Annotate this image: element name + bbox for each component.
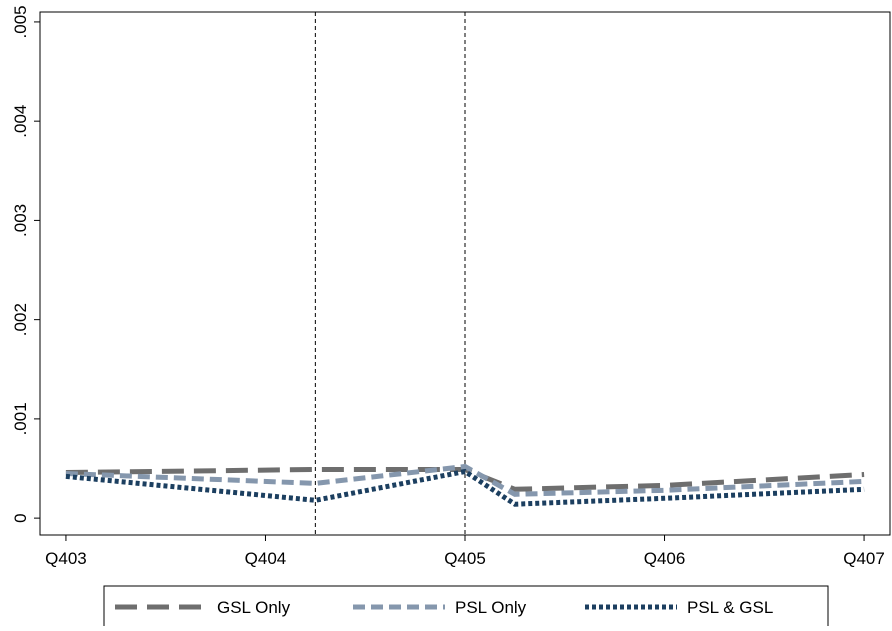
legend-label: PSL & GSL: [687, 598, 773, 617]
y-tick-label: .005: [11, 5, 30, 38]
series-line: [65, 467, 865, 492]
series-line: [65, 463, 865, 497]
x-tick-label: Q404: [245, 549, 287, 568]
legend-box: [103, 585, 829, 631]
series-line: [65, 468, 865, 507]
y-tick-label: .004: [11, 105, 30, 138]
x-tick-label: Q405: [444, 549, 486, 568]
y-tick-label: .002: [11, 303, 30, 336]
y-tick-label: 0: [11, 513, 30, 522]
legend-label: PSL Only: [455, 598, 527, 617]
legend-label: GSL Only: [217, 598, 291, 617]
x-tick-label: Q403: [45, 549, 87, 568]
y-tick-label: .003: [11, 204, 30, 237]
y-tick-label: .001: [11, 402, 30, 435]
x-tick-label: Q406: [644, 549, 686, 568]
x-tick-label: Q407: [843, 549, 885, 568]
